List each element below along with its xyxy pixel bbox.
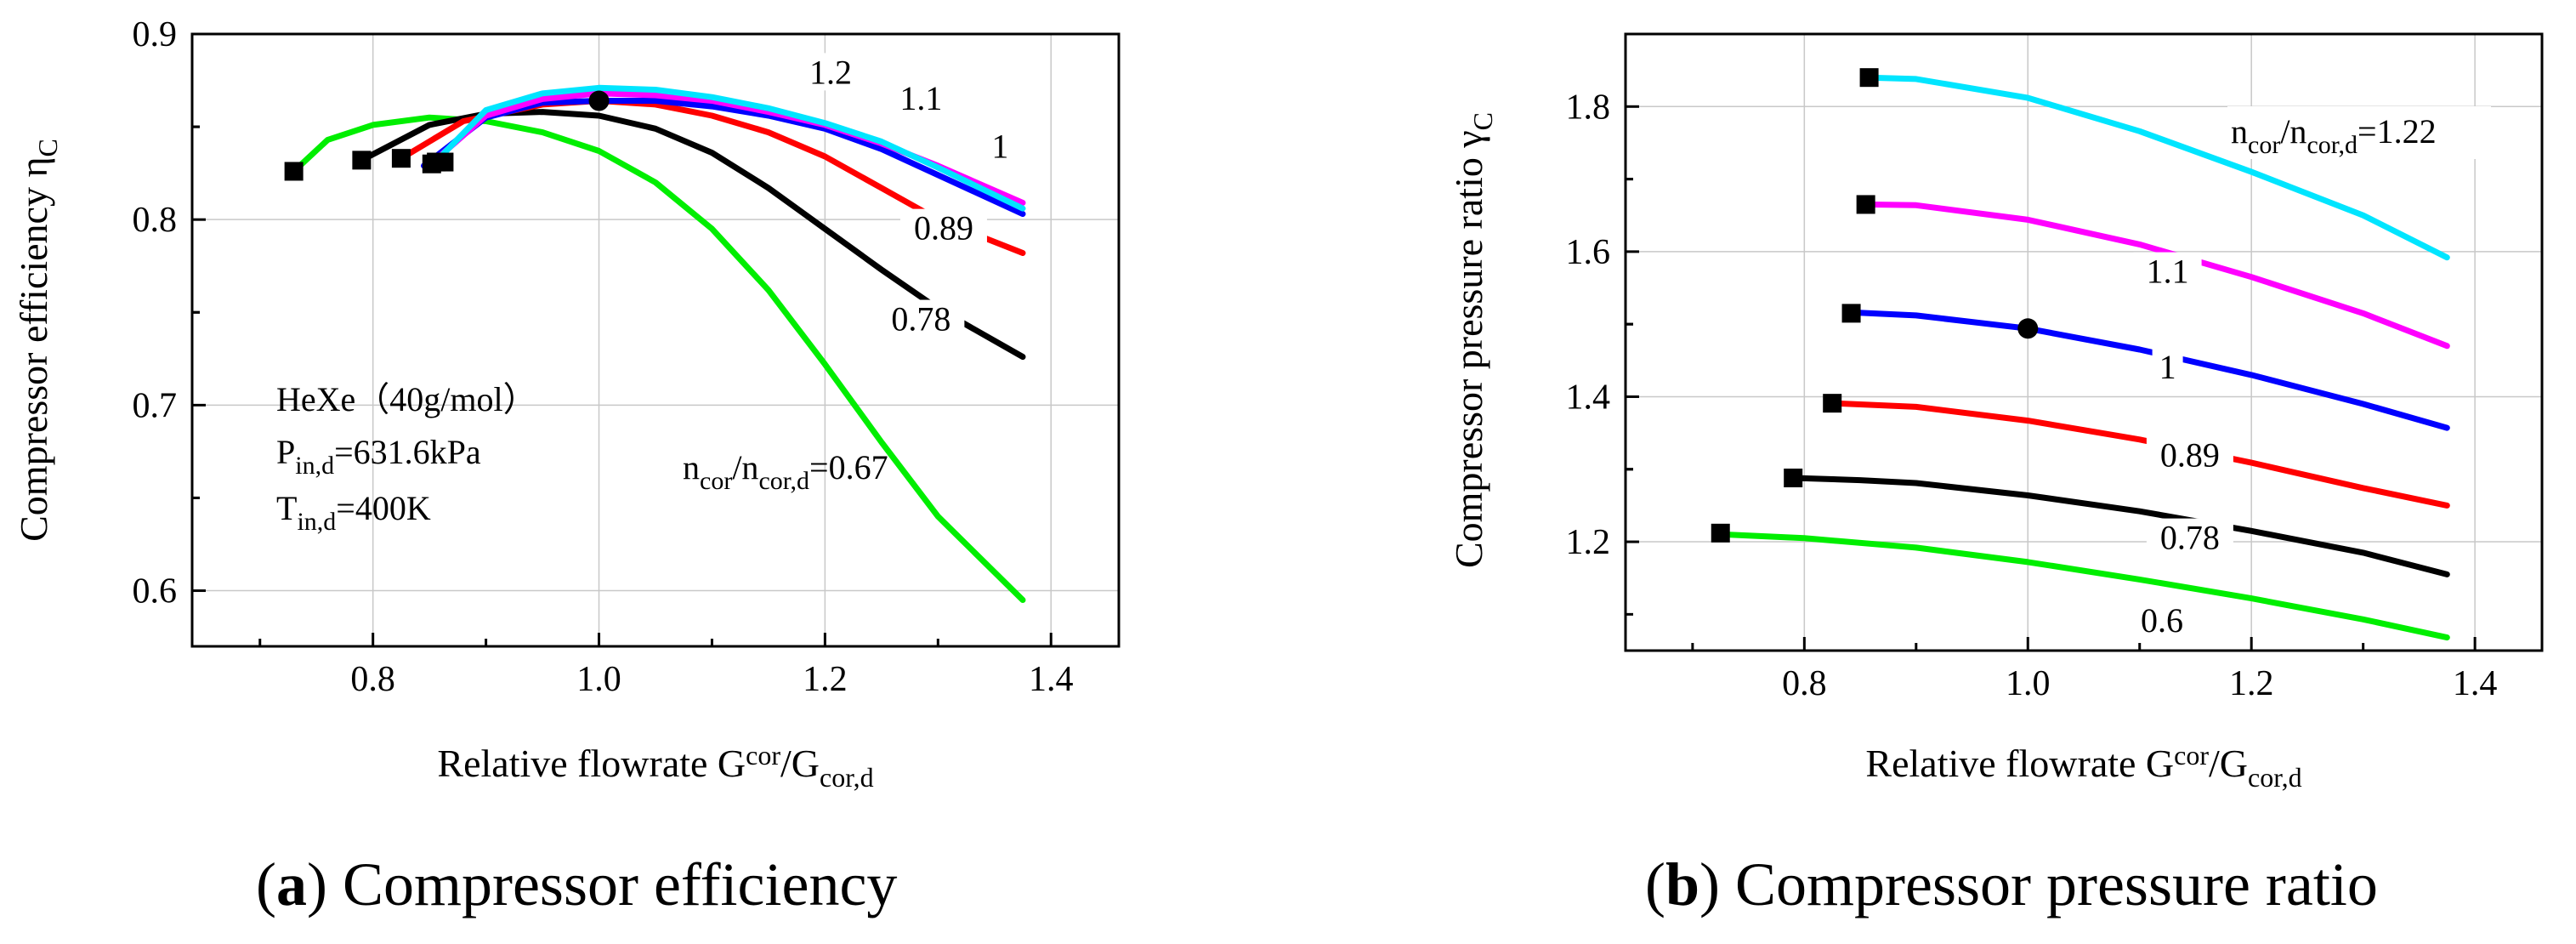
efficiency-curve-label-bg — [877, 299, 965, 338]
pressure-start-marker-1.1 — [1856, 195, 1875, 214]
pressure-curve-0.6 — [1722, 532, 2450, 641]
pressure-curve-label-bg — [2128, 600, 2197, 639]
efficiency-design-point — [588, 90, 610, 111]
efficiency-curve-label-0.78: 0.78 — [891, 300, 950, 338]
pressure-caption: (b) Compressor pressure ratio — [1645, 850, 2378, 918]
pressure-start-marker-0.78 — [1784, 469, 1803, 487]
pressure-speed-ratio-label: ncor/ncor,d=1.22 — [2231, 112, 2437, 159]
pressure-curve-1 — [1852, 310, 2450, 431]
efficiency-x-axis-title: Relative flowrate Gcor/Gcor,d — [437, 740, 873, 793]
pressure-curve-label-1.1: 1.1 — [2147, 253, 2189, 291]
efficiency-curve-0.67 — [291, 114, 1026, 603]
pressure-y-tick-label: 1.4 — [1566, 378, 1611, 417]
efficiency-start-marker-0.78 — [352, 151, 372, 170]
efficiency-curves — [291, 84, 1026, 603]
efficiency-x-tick-label: 0.8 — [350, 660, 395, 699]
pressure-curve-1.1 — [1863, 201, 2450, 350]
efficiency-curve-label-bg — [797, 53, 865, 91]
pressure-start-markers — [1711, 68, 2039, 543]
pressure-design-point — [2017, 318, 2039, 339]
efficiency-panel: 1.2 1.1 1 0.89 0.78 0.8 1.0 1.2 1.4 0.6 0.7 0.8 0.9… — [12, 15, 1121, 918]
pressure-curve-label-bg — [2152, 348, 2183, 386]
pressure-curve-label-1: 1 — [2159, 348, 2176, 386]
efficiency-curve-label-1: 1 — [991, 128, 1008, 166]
efficiency-curve-label-1.2: 1.2 — [809, 53, 852, 91]
efficiency-start-marker-1.2 — [434, 152, 454, 172]
efficiency-curve-label-bg — [887, 78, 956, 117]
pressure-start-marker-1.22 — [1859, 68, 1879, 88]
pressure-axis-ticks: 0.8 1.0 1.2 1.4 1.2 1.4 1.6 1.8 — [1566, 88, 2498, 703]
pressure-curve-label-0.78: 0.78 — [2160, 519, 2220, 557]
pressure-plot-frame — [1624, 32, 2544, 652]
pressure-y-tick-label: 1.6 — [1566, 233, 1611, 272]
pressure-curve-0.89 — [1829, 400, 2450, 509]
efficiency-y-tick-label: 0.9 — [133, 15, 178, 54]
efficiency-info-line2: Pin,d=631.6kPa — [276, 433, 481, 480]
efficiency-caption: (a) Compressor efficiency — [256, 850, 897, 918]
efficiency-plot-frame — [190, 32, 1121, 648]
pressure-x-axis-title: Relative flowrate Gcor/Gcor,d — [1865, 740, 2301, 793]
efficiency-curve-label-bg — [984, 127, 1016, 165]
pressure-curve-labels: 1.1 1 0.89 0.78 0.6 — [2128, 252, 2233, 640]
efficiency-curve-label-1.1: 1.1 — [899, 79, 942, 117]
pressure-speed-ratio-label-bg — [2227, 106, 2491, 159]
pressure-y-axis-title: Compressor pressure ratio γC — [1447, 112, 1498, 568]
efficiency-start-marker-0.89 — [391, 149, 411, 168]
pressure-x-tick-label: 1.2 — [2229, 664, 2274, 703]
pressure-curves — [1722, 74, 2450, 641]
efficiency-curve-label-0.89: 0.89 — [914, 209, 973, 247]
efficiency-y-tick-label: 0.7 — [133, 386, 178, 425]
efficiency-curve-1.2 — [437, 84, 1026, 212]
efficiency-axis-ticks: 0.8 1.0 1.2 1.4 0.6 0.7 0.8 0.9 — [133, 15, 1074, 699]
efficiency-x-tick-label: 1.2 — [803, 660, 848, 699]
efficiency-x-tick-label: 1.0 — [576, 660, 621, 699]
pressure-curve-label-0.89: 0.89 — [2160, 435, 2220, 474]
pressure-x-tick-label: 0.8 — [1782, 664, 1827, 703]
pressure-curve-0.78 — [1790, 475, 2450, 577]
pressure-curve-1.22 — [1866, 74, 2450, 261]
pressure-start-marker-1 — [1841, 304, 1861, 323]
efficiency-info-line1: HeXe（40g/mol） — [276, 380, 537, 418]
pressure-panel: 1.1 1 0.89 0.78 0.6 0.8 1.0 1.2 1.4 1.2 1.4 1.6 1.8… — [1447, 32, 2544, 918]
efficiency-y-axis-title: Compressor efficiency ηC — [12, 139, 63, 542]
efficiency-speed-ratio-label: ncor/ncor,d=0.67 — [683, 448, 888, 495]
pressure-y-tick-label: 1.8 — [1566, 88, 1611, 127]
pressure-curve-label-bg — [2146, 518, 2233, 556]
efficiency-y-tick-label: 0.8 — [133, 201, 178, 240]
efficiency-curve-labels: 1.2 1.1 1 0.89 0.78 — [797, 53, 1016, 338]
pressure-x-tick-label: 1.0 — [2006, 664, 2051, 703]
efficiency-start-marker-0.67 — [284, 162, 304, 181]
efficiency-y-tick-label: 0.6 — [133, 572, 178, 611]
pressure-curve-label-bg — [2146, 435, 2233, 474]
pressure-curve-label-bg — [2133, 252, 2202, 290]
efficiency-start-markers — [284, 90, 610, 181]
pressure-grid — [1626, 34, 2542, 651]
efficiency-info-line3: Tin,d=400K — [276, 489, 431, 536]
pressure-start-marker-0.6 — [1711, 523, 1730, 543]
efficiency-curve-label-bg — [899, 208, 987, 247]
pressure-y-tick-label: 1.2 — [1566, 523, 1611, 562]
pressure-speed-ratio-label-group: ncor/ncor,d=1.22 — [2227, 106, 2491, 159]
pressure-start-marker-0.89 — [1823, 394, 1842, 413]
efficiency-x-tick-label: 1.4 — [1029, 660, 1074, 699]
pressure-x-tick-label: 1.4 — [2453, 664, 2498, 703]
efficiency-grid — [192, 33, 1119, 646]
pressure-curve-label-0.6: 0.6 — [2141, 601, 2183, 640]
